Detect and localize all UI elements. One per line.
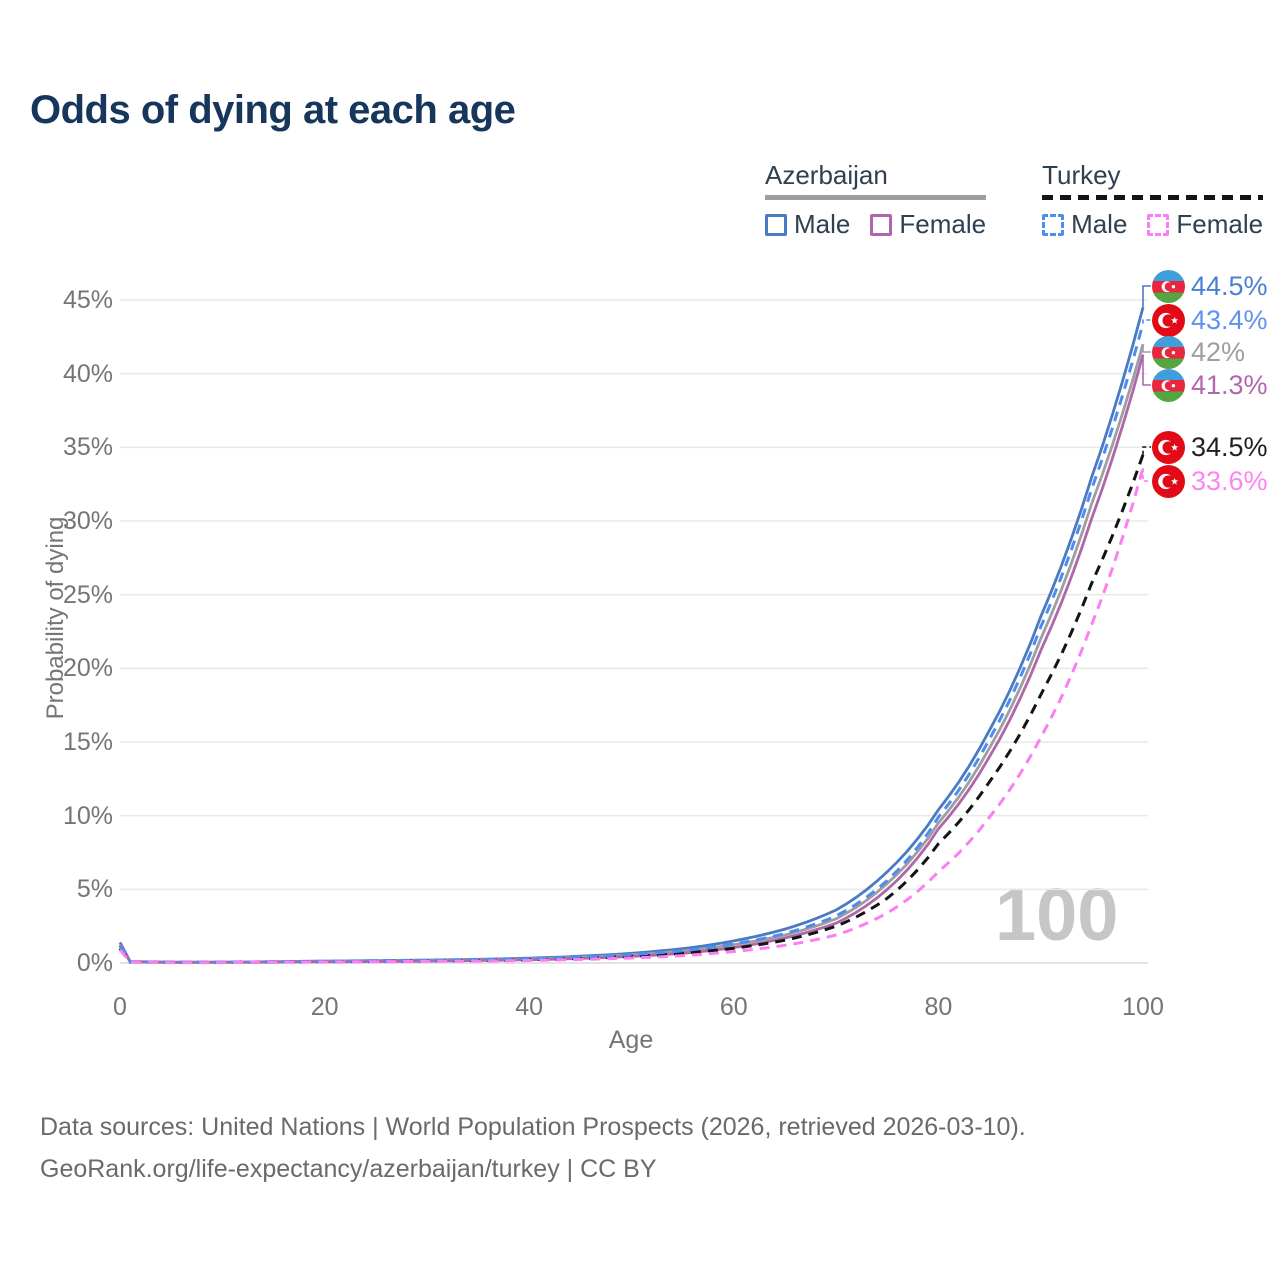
- azerbaijan-line-sample: [765, 195, 987, 200]
- turkey-line-sample: [1042, 195, 1264, 200]
- series-line-turkey[interactable]: [118, 454, 1145, 964]
- series-line-turkey-female[interactable]: [118, 467, 1145, 965]
- flag-icon-wrap: [1152, 335, 1185, 369]
- end-label-turkey[interactable]: 34.5%: [1152, 430, 1268, 464]
- legend: Azerbaijan Male Female Turkey Male: [765, 160, 1264, 240]
- legend-label: Male: [1071, 209, 1128, 239]
- turkey-male-checkbox[interactable]: [1042, 213, 1065, 236]
- flag-icon-wrap: [1152, 368, 1185, 402]
- legend-group-azerbaijan: Azerbaijan Male Female: [765, 160, 987, 240]
- leader-line: [1142, 344, 1151, 353]
- x-tick-label: 0: [113, 993, 127, 1021]
- end-label-value: 43.4%: [1191, 304, 1268, 335]
- flag-icon-wrap: [1152, 464, 1185, 498]
- y-tick-label: 35%: [62, 433, 113, 462]
- end-label-turkey-female[interactable]: 33.6%: [1152, 464, 1268, 498]
- x-tick-label: 100: [1122, 993, 1164, 1021]
- series-line-azerbaijan[interactable]: [118, 343, 1145, 964]
- azerbaijan-flag-icon: [1152, 335, 1185, 369]
- x-tick-label: 40: [515, 993, 544, 1021]
- leader-line: [1142, 468, 1151, 482]
- x-tick-label: 80: [924, 993, 953, 1021]
- y-tick-label: 15%: [62, 728, 113, 756]
- legend-label: Male: [794, 209, 851, 239]
- end-label-turkey-male[interactable]: 43.4%: [1152, 303, 1268, 337]
- turkey-flag-icon: [1152, 464, 1185, 498]
- end-label-value: 33.6%: [1191, 465, 1268, 496]
- legend-item-turkey-female[interactable]: Female: [1147, 209, 1263, 240]
- leader-line: [1142, 354, 1151, 386]
- azerbaijan-flag-icon: [1152, 368, 1185, 402]
- end-label-value: 41.3%: [1191, 369, 1268, 400]
- turkey-flag-icon: [1152, 430, 1185, 464]
- y-tick-label: 0%: [76, 949, 113, 977]
- y-tick-label: 10%: [62, 801, 113, 830]
- y-tick-label: 30%: [62, 507, 113, 535]
- y-tick-label: 5%: [76, 875, 113, 904]
- x-tick-label: 60: [719, 993, 748, 1021]
- end-label-value: 42%: [1191, 336, 1246, 367]
- turkey-flag-icon: [1152, 303, 1185, 337]
- leader-line: [1142, 446, 1151, 455]
- page-title: Odds of dying at each age: [30, 88, 516, 132]
- end-label-value: 44.5%: [1191, 270, 1268, 301]
- flag-icon-wrap: [1152, 430, 1185, 464]
- leader-line: [1142, 285, 1151, 308]
- legend-country-turkey[interactable]: Turkey: [1042, 160, 1121, 190]
- legend-group-turkey: Turkey Male Female: [1042, 160, 1264, 240]
- y-tick-label: 45%: [62, 286, 113, 314]
- legend-label: Female: [899, 209, 987, 239]
- legend-country-azerbaijan[interactable]: Azerbaijan: [765, 160, 888, 190]
- y-tick-label: 25%: [62, 580, 113, 609]
- end-label-azerbaijan-male[interactable]: 44.5%: [1152, 269, 1268, 303]
- flag-icon-wrap: [1152, 303, 1185, 337]
- end-label-azerbaijan[interactable]: 42%: [1152, 335, 1245, 369]
- age-watermark: 100: [995, 873, 1119, 956]
- footer: Data sources: United Nations | World Pop…: [40, 1106, 1026, 1190]
- x-axis-label: Age: [608, 1026, 654, 1054]
- series-line-azerbaijan-female[interactable]: [118, 354, 1145, 964]
- azerbaijan-female-checkbox[interactable]: [870, 213, 893, 236]
- y-tick-label: 40%: [62, 359, 113, 388]
- series-line-turkey-male[interactable]: [118, 323, 1145, 964]
- y-tick-label: 20%: [62, 654, 113, 683]
- legend-item-turkey-male[interactable]: Male: [1042, 209, 1127, 240]
- legend-label: Female: [1176, 209, 1264, 239]
- end-label-azerbaijan-female[interactable]: 41.3%: [1152, 368, 1268, 402]
- footer-attribution-line: GeoRank.org/life-expectancy/azerbaijan/t…: [40, 1155, 657, 1183]
- end-label-value: 34.5%: [1191, 431, 1268, 462]
- azerbaijan-flag-icon: [1152, 269, 1185, 303]
- x-tick-label: 20: [310, 993, 339, 1021]
- footer-sources-line: Data sources: United Nations | World Pop…: [40, 1113, 1026, 1141]
- flag-icon-wrap: [1152, 269, 1185, 303]
- leader-line: [1142, 319, 1151, 324]
- legend-item-azerbaijan-female[interactable]: Female: [870, 209, 986, 240]
- legend-item-azerbaijan-male[interactable]: Male: [765, 209, 850, 240]
- series-line-azerbaijan-male[interactable]: [118, 307, 1145, 964]
- azerbaijan-male-checkbox[interactable]: [765, 213, 787, 236]
- turkey-female-checkbox[interactable]: [1147, 213, 1170, 236]
